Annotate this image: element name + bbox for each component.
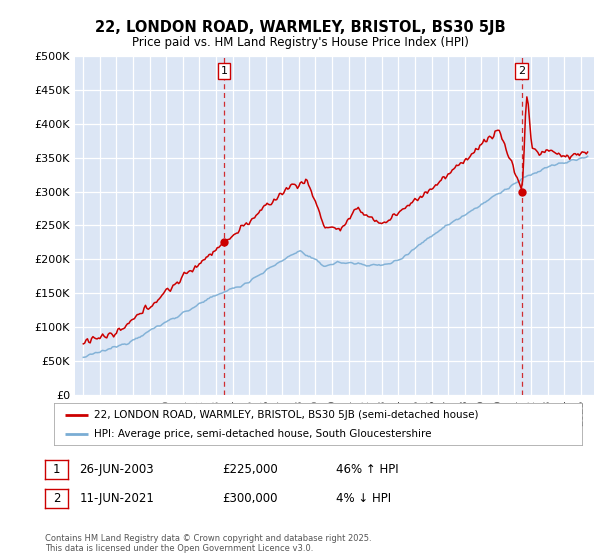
Text: Price paid vs. HM Land Registry's House Price Index (HPI): Price paid vs. HM Land Registry's House … [131,36,469,49]
Text: 22, LONDON ROAD, WARMLEY, BRISTOL, BS30 5JB: 22, LONDON ROAD, WARMLEY, BRISTOL, BS30 … [95,20,505,35]
Text: 4% ↓ HPI: 4% ↓ HPI [336,492,391,505]
Text: Contains HM Land Registry data © Crown copyright and database right 2025.
This d: Contains HM Land Registry data © Crown c… [45,534,371,553]
Text: £300,000: £300,000 [222,492,277,505]
Text: 2: 2 [53,492,60,505]
Text: 1: 1 [53,463,60,476]
Text: 2: 2 [518,66,525,76]
Text: 46% ↑ HPI: 46% ↑ HPI [336,463,398,476]
Text: 22, LONDON ROAD, WARMLEY, BRISTOL, BS30 5JB (semi-detached house): 22, LONDON ROAD, WARMLEY, BRISTOL, BS30 … [94,410,478,420]
Text: 11-JUN-2021: 11-JUN-2021 [79,492,154,505]
Text: 26-JUN-2003: 26-JUN-2003 [79,463,154,476]
Text: 1: 1 [221,66,227,76]
Text: HPI: Average price, semi-detached house, South Gloucestershire: HPI: Average price, semi-detached house,… [94,429,431,439]
Text: £225,000: £225,000 [222,463,278,476]
